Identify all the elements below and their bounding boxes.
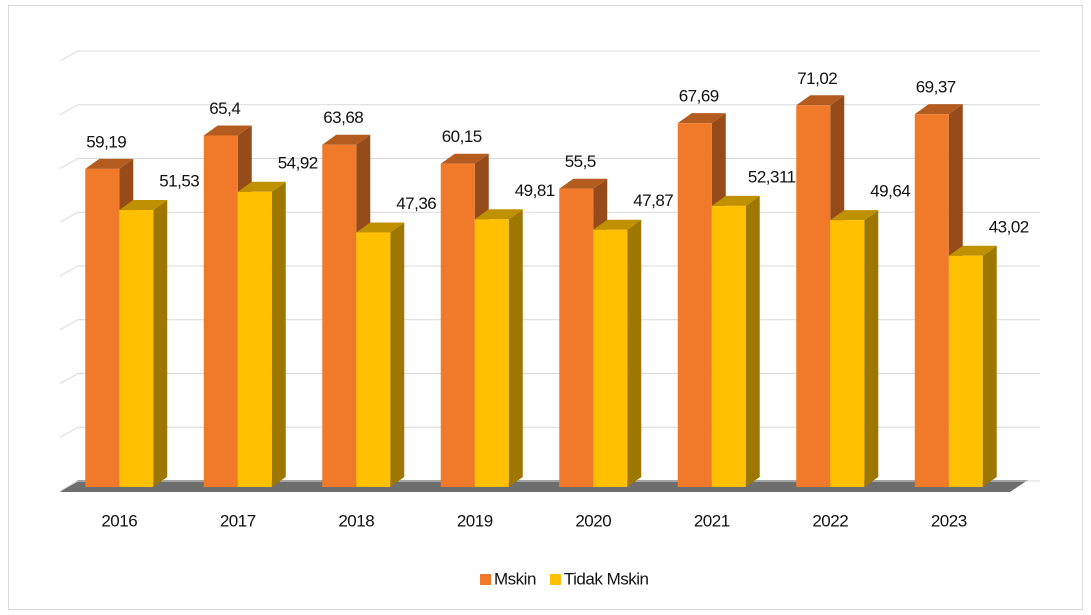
data-label: 69,37 [916, 78, 956, 97]
data-label: 52,311 [748, 167, 796, 186]
data-label: 49,64 [870, 182, 910, 201]
bar-side [982, 245, 997, 487]
x-tick-label: 2017 [220, 511, 256, 530]
data-label: 47,36 [396, 194, 436, 213]
bar-side [153, 200, 168, 487]
data-label: 65,4 [209, 99, 240, 118]
bar-side [508, 209, 523, 488]
data-label: 71,02 [797, 69, 837, 88]
bar-side [390, 222, 405, 487]
data-label: 55,5 [565, 152, 596, 171]
bar-top [796, 95, 845, 106]
bar [914, 114, 949, 487]
bar [559, 188, 594, 487]
bar-top [914, 104, 963, 115]
bar-top [593, 219, 642, 230]
legend-label: Mskin [494, 569, 536, 588]
bar [203, 135, 238, 487]
x-tick-label: 2023 [931, 511, 967, 530]
data-label: 43,02 [989, 217, 1029, 236]
bar [830, 220, 865, 487]
bar-top [237, 181, 286, 192]
bar [440, 163, 475, 487]
bar-top [711, 195, 760, 206]
bar-top [677, 113, 726, 124]
bar [677, 123, 712, 487]
bar-top [85, 158, 134, 169]
bar-top [203, 125, 252, 136]
chart-border [8, 5, 1083, 610]
data-label: 60,15 [442, 127, 482, 146]
legend-label: Tidak Mskin [564, 569, 649, 588]
data-label: 47,87 [633, 191, 673, 210]
x-tick-label: 2019 [457, 511, 493, 530]
bar-top [356, 222, 405, 233]
bar-top [322, 134, 371, 145]
data-label: 54,92 [278, 153, 318, 172]
bar [711, 205, 746, 487]
bar [356, 232, 391, 487]
bar-side [271, 181, 286, 487]
legend-swatch [549, 574, 561, 585]
data-label: 67,69 [679, 87, 719, 106]
grid-line [59, 50, 1040, 62]
bar [796, 105, 831, 487]
x-tick-label: 2022 [812, 511, 848, 530]
bar-side [864, 210, 879, 487]
bar-top [440, 153, 489, 164]
bar-top [474, 209, 523, 220]
legend-swatch [480, 574, 491, 585]
bar [237, 191, 272, 487]
data-label: 63,68 [323, 108, 363, 127]
data-label: 51,53 [159, 172, 199, 191]
bar [85, 168, 120, 487]
bar-top [559, 178, 608, 189]
data-label: 59,19 [86, 132, 126, 151]
x-tick-label: 2020 [575, 511, 611, 530]
bar [948, 255, 983, 487]
data-label: 49,81 [515, 181, 555, 200]
bar [593, 229, 628, 488]
x-tick-label: 2016 [101, 511, 137, 530]
bar [474, 219, 509, 488]
bar-top [830, 210, 879, 221]
bar [119, 210, 154, 487]
bar [322, 144, 357, 487]
x-tick-label: 2018 [338, 511, 374, 530]
floor [60, 480, 1028, 492]
bar-top [119, 200, 168, 211]
bar-top [948, 245, 997, 256]
bar-side [627, 219, 642, 488]
x-tick-label: 2021 [694, 511, 730, 530]
grid-line [59, 104, 1040, 116]
bar-side [745, 195, 760, 487]
